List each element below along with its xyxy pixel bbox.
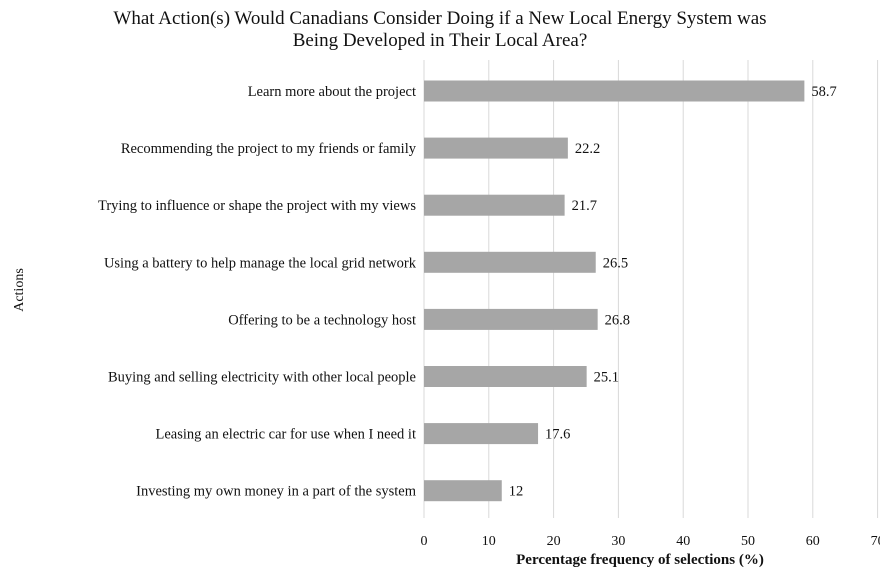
- chart-title: What Action(s) Would Canadians Consider …: [0, 8, 880, 52]
- bar: [424, 480, 502, 502]
- bar: [424, 423, 539, 445]
- x-axis-label: Percentage frequency of selections (%): [516, 552, 764, 568]
- y-axis-label: Actions: [12, 268, 27, 312]
- data-label: 12: [509, 484, 524, 500]
- category-label: Recommending the project to my friends o…: [121, 141, 417, 157]
- category-label: Trying to influence or shape the project…: [98, 198, 416, 214]
- bar: [424, 366, 587, 387]
- bar: [424, 194, 565, 216]
- bar: [424, 80, 805, 102]
- category-label: Using a battery to help manage the local…: [104, 255, 417, 271]
- bar: [424, 137, 568, 159]
- data-label: 22.2: [575, 141, 600, 157]
- category-label: Buying and selling electricity with othe…: [108, 370, 416, 386]
- x-tick-label: 20: [547, 534, 561, 549]
- data-label: 58.7: [811, 84, 836, 100]
- category-label: Offering to be a technology host: [228, 312, 416, 328]
- category-label: Leasing an electric car for use when I n…: [156, 427, 416, 443]
- x-tick-label: 60: [806, 534, 820, 549]
- data-label: 21.7: [572, 198, 597, 214]
- x-tick-label: 70: [871, 534, 880, 549]
- bar: [424, 251, 596, 273]
- data-label: 26.5: [603, 255, 628, 271]
- bar: [424, 308, 598, 330]
- x-tick-label: 30: [611, 534, 625, 549]
- data-label: 26.8: [605, 312, 630, 328]
- data-label: 25.1: [594, 370, 619, 386]
- category-label: Investing my own money in a part of the …: [136, 484, 417, 500]
- category-label: Learn more about the project: [248, 84, 416, 100]
- chart-title-line-2: Being Developed in Their Local Area?: [292, 30, 588, 51]
- x-tick-label: 10: [482, 534, 496, 549]
- x-tick-label: 0: [421, 534, 428, 549]
- data-label: 17.6: [545, 427, 570, 443]
- chart-title-line-1: What Action(s) Would Canadians Consider …: [113, 8, 767, 29]
- x-tick-label: 50: [741, 534, 755, 549]
- x-tick-label: 40: [676, 534, 690, 549]
